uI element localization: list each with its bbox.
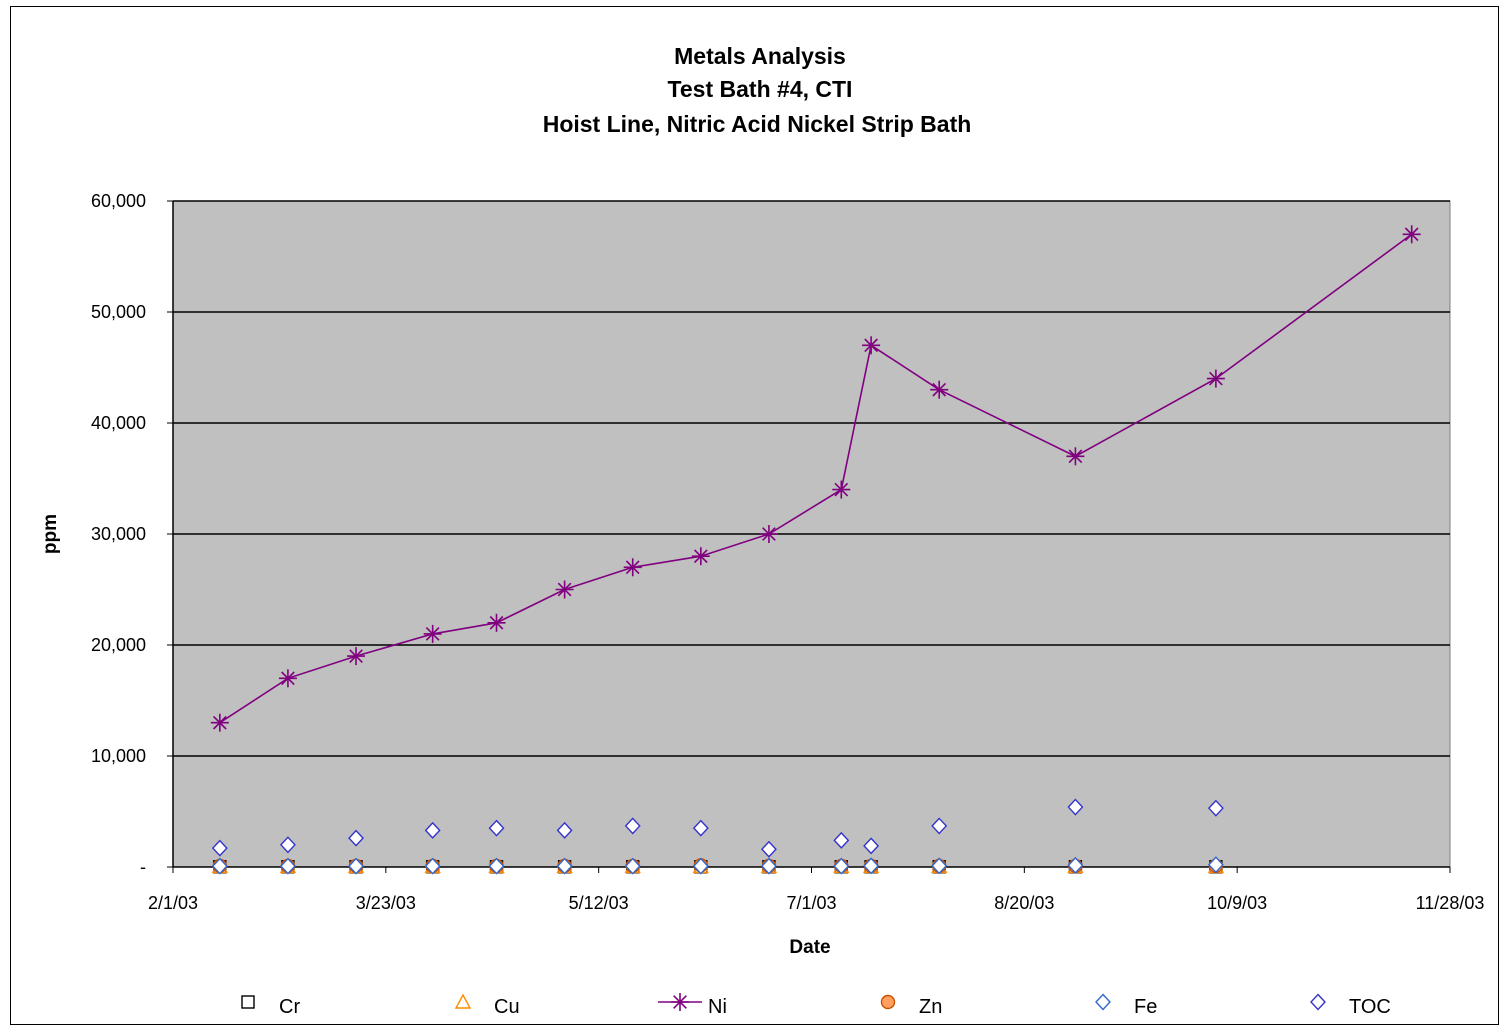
chart-title: Metals Analysis Test Bath #4, CTI Hoist …: [543, 43, 972, 137]
x-tick-label: 7/1/03: [786, 893, 836, 913]
legend-item-cr: Cr: [241, 995, 300, 1018]
data-point-ni: [759, 525, 778, 543]
data-point-fe: [211, 857, 228, 875]
gridlines: [173, 200, 1450, 757]
legend-marker-cr: [241, 995, 255, 1009]
data-point-fe: [863, 857, 880, 875]
data-point-toc: [424, 821, 441, 839]
y-tick-labels: - 10,000 20,000 30,000 40,000 50,000 60,000: [91, 191, 173, 877]
data-point-toc: [348, 829, 364, 847]
x-tick-labels: 2/1/03 3/23/03 5/12/03 7/1/03 8/20/03 10/9/03…: [148, 867, 1484, 913]
data-point-fe: [348, 857, 364, 875]
data-point-ni: [832, 480, 851, 499]
legend-label: Cr: [279, 996, 300, 1018]
legend-label: Cu: [494, 996, 520, 1018]
legend: Cr Cu Ni Zn Fe TOC: [241, 993, 1391, 1018]
data-point-toc: [211, 839, 228, 857]
y-axis-title: ppm: [40, 514, 61, 554]
data-point-ni: [1402, 225, 1421, 244]
data-point-fe: [624, 857, 641, 875]
data-point-ni: [1206, 369, 1225, 388]
x-tick-label: 5/12/03: [569, 893, 629, 913]
y-tick-label: 50,000: [91, 302, 146, 322]
data-point-toc: [863, 837, 880, 855]
series-layer: [210, 225, 1421, 875]
legend-marker-fe: [1095, 993, 1111, 1011]
data-point-toc: [833, 831, 850, 849]
y-tick-label: -: [140, 857, 146, 877]
legend-marker-toc: [1310, 993, 1326, 1011]
data-point-fe: [424, 857, 441, 875]
data-point-fe: [488, 857, 505, 875]
x-tick-label: 10/9/03: [1207, 893, 1267, 913]
legend-label: Fe: [1134, 996, 1157, 1018]
data-point-fe: [931, 857, 948, 875]
legend-label: TOC: [1349, 996, 1391, 1018]
series-toc: [211, 798, 1224, 858]
data-point-fe: [1067, 856, 1084, 874]
data-point-fe: [692, 857, 709, 875]
data-point-fe: [279, 857, 296, 875]
data-point-toc: [1207, 799, 1224, 817]
x-tick-label: 11/28/03: [1416, 893, 1485, 913]
data-point-fe: [760, 857, 777, 875]
data-point-fe: [833, 857, 850, 875]
x-tick-label: 3/23/03: [356, 893, 416, 913]
y-tick-label: 30,000: [91, 524, 146, 544]
data-point-ni: [555, 580, 574, 599]
x-axis-title: Date: [789, 937, 830, 958]
data-point-toc: [692, 819, 709, 837]
legend-label: Zn: [919, 996, 942, 1018]
legend-label: Ni: [708, 996, 727, 1018]
data-point-toc: [488, 819, 505, 837]
data-point-fe: [556, 857, 573, 875]
chart-title-line-3: Hoist Line, Nitric Acid Nickel Strip Bat…: [543, 111, 972, 137]
series-fe: [211, 856, 1224, 875]
data-point-ni: [862, 336, 881, 355]
y-tick-label: 40,000: [91, 413, 146, 433]
legend-item-toc: TOC: [1310, 993, 1391, 1018]
y-tick-label: 60,000: [91, 191, 146, 211]
y-tick-label: 10,000: [91, 746, 146, 766]
data-point-toc: [279, 836, 296, 854]
legend-item-cu: Cu: [454, 993, 520, 1018]
data-point-toc: [556, 821, 573, 839]
legend-marker-ni: [671, 993, 689, 1011]
data-point-ni: [691, 547, 710, 566]
data-point-fe: [1207, 856, 1224, 874]
data-point-ni: [278, 669, 297, 688]
data-point-ni: [210, 713, 229, 732]
data-point-ni: [423, 624, 442, 643]
data-point-ni: [1066, 447, 1085, 466]
legend-item-ni: Ni: [658, 993, 727, 1018]
data-point-ni: [930, 380, 949, 399]
legend-item-fe: Fe: [1095, 993, 1157, 1018]
data-point-toc: [1067, 798, 1084, 816]
data-point-toc: [760, 840, 777, 858]
data-point-ni: [347, 647, 366, 666]
data-point-ni: [623, 558, 642, 577]
chart-title-line-1: Metals Analysis: [674, 43, 846, 69]
legend-marker-cu: [454, 993, 472, 1009]
x-tick-label: 8/20/03: [994, 893, 1054, 913]
legend-item-zn: Zn: [880, 994, 942, 1018]
data-point-ni: [487, 613, 506, 632]
legend-marker-zn: [880, 994, 896, 1010]
chart-title-line-2: Test Bath #4, CTI: [668, 76, 853, 102]
y-tick-label: 20,000: [91, 635, 146, 655]
series-ni: [210, 225, 1421, 732]
x-tick-label: 2/1/03: [148, 893, 198, 913]
data-point-toc: [624, 817, 641, 835]
data-point-toc: [931, 817, 948, 835]
